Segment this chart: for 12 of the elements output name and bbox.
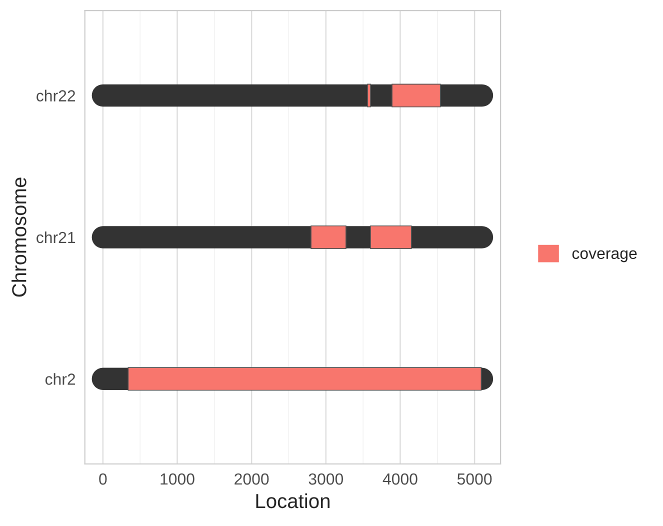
y-tick-label: chr22 <box>36 90 76 102</box>
y-tick-label: chr2 <box>45 373 76 385</box>
legend-label: coverage <box>572 250 637 262</box>
x-axis-title: Location <box>256 493 330 508</box>
x-tick-label: 1000 <box>160 473 194 485</box>
x-tick-label: 5000 <box>457 473 492 485</box>
y-axis-title: Chromosome <box>12 178 26 297</box>
x-tick-label: 2000 <box>234 473 269 485</box>
x-tick-label: 3000 <box>308 473 344 485</box>
x-tick-label: 4000 <box>382 473 418 485</box>
y-tick-label: chr21 <box>36 231 76 244</box>
x-tick-label: 0 <box>99 473 107 485</box>
